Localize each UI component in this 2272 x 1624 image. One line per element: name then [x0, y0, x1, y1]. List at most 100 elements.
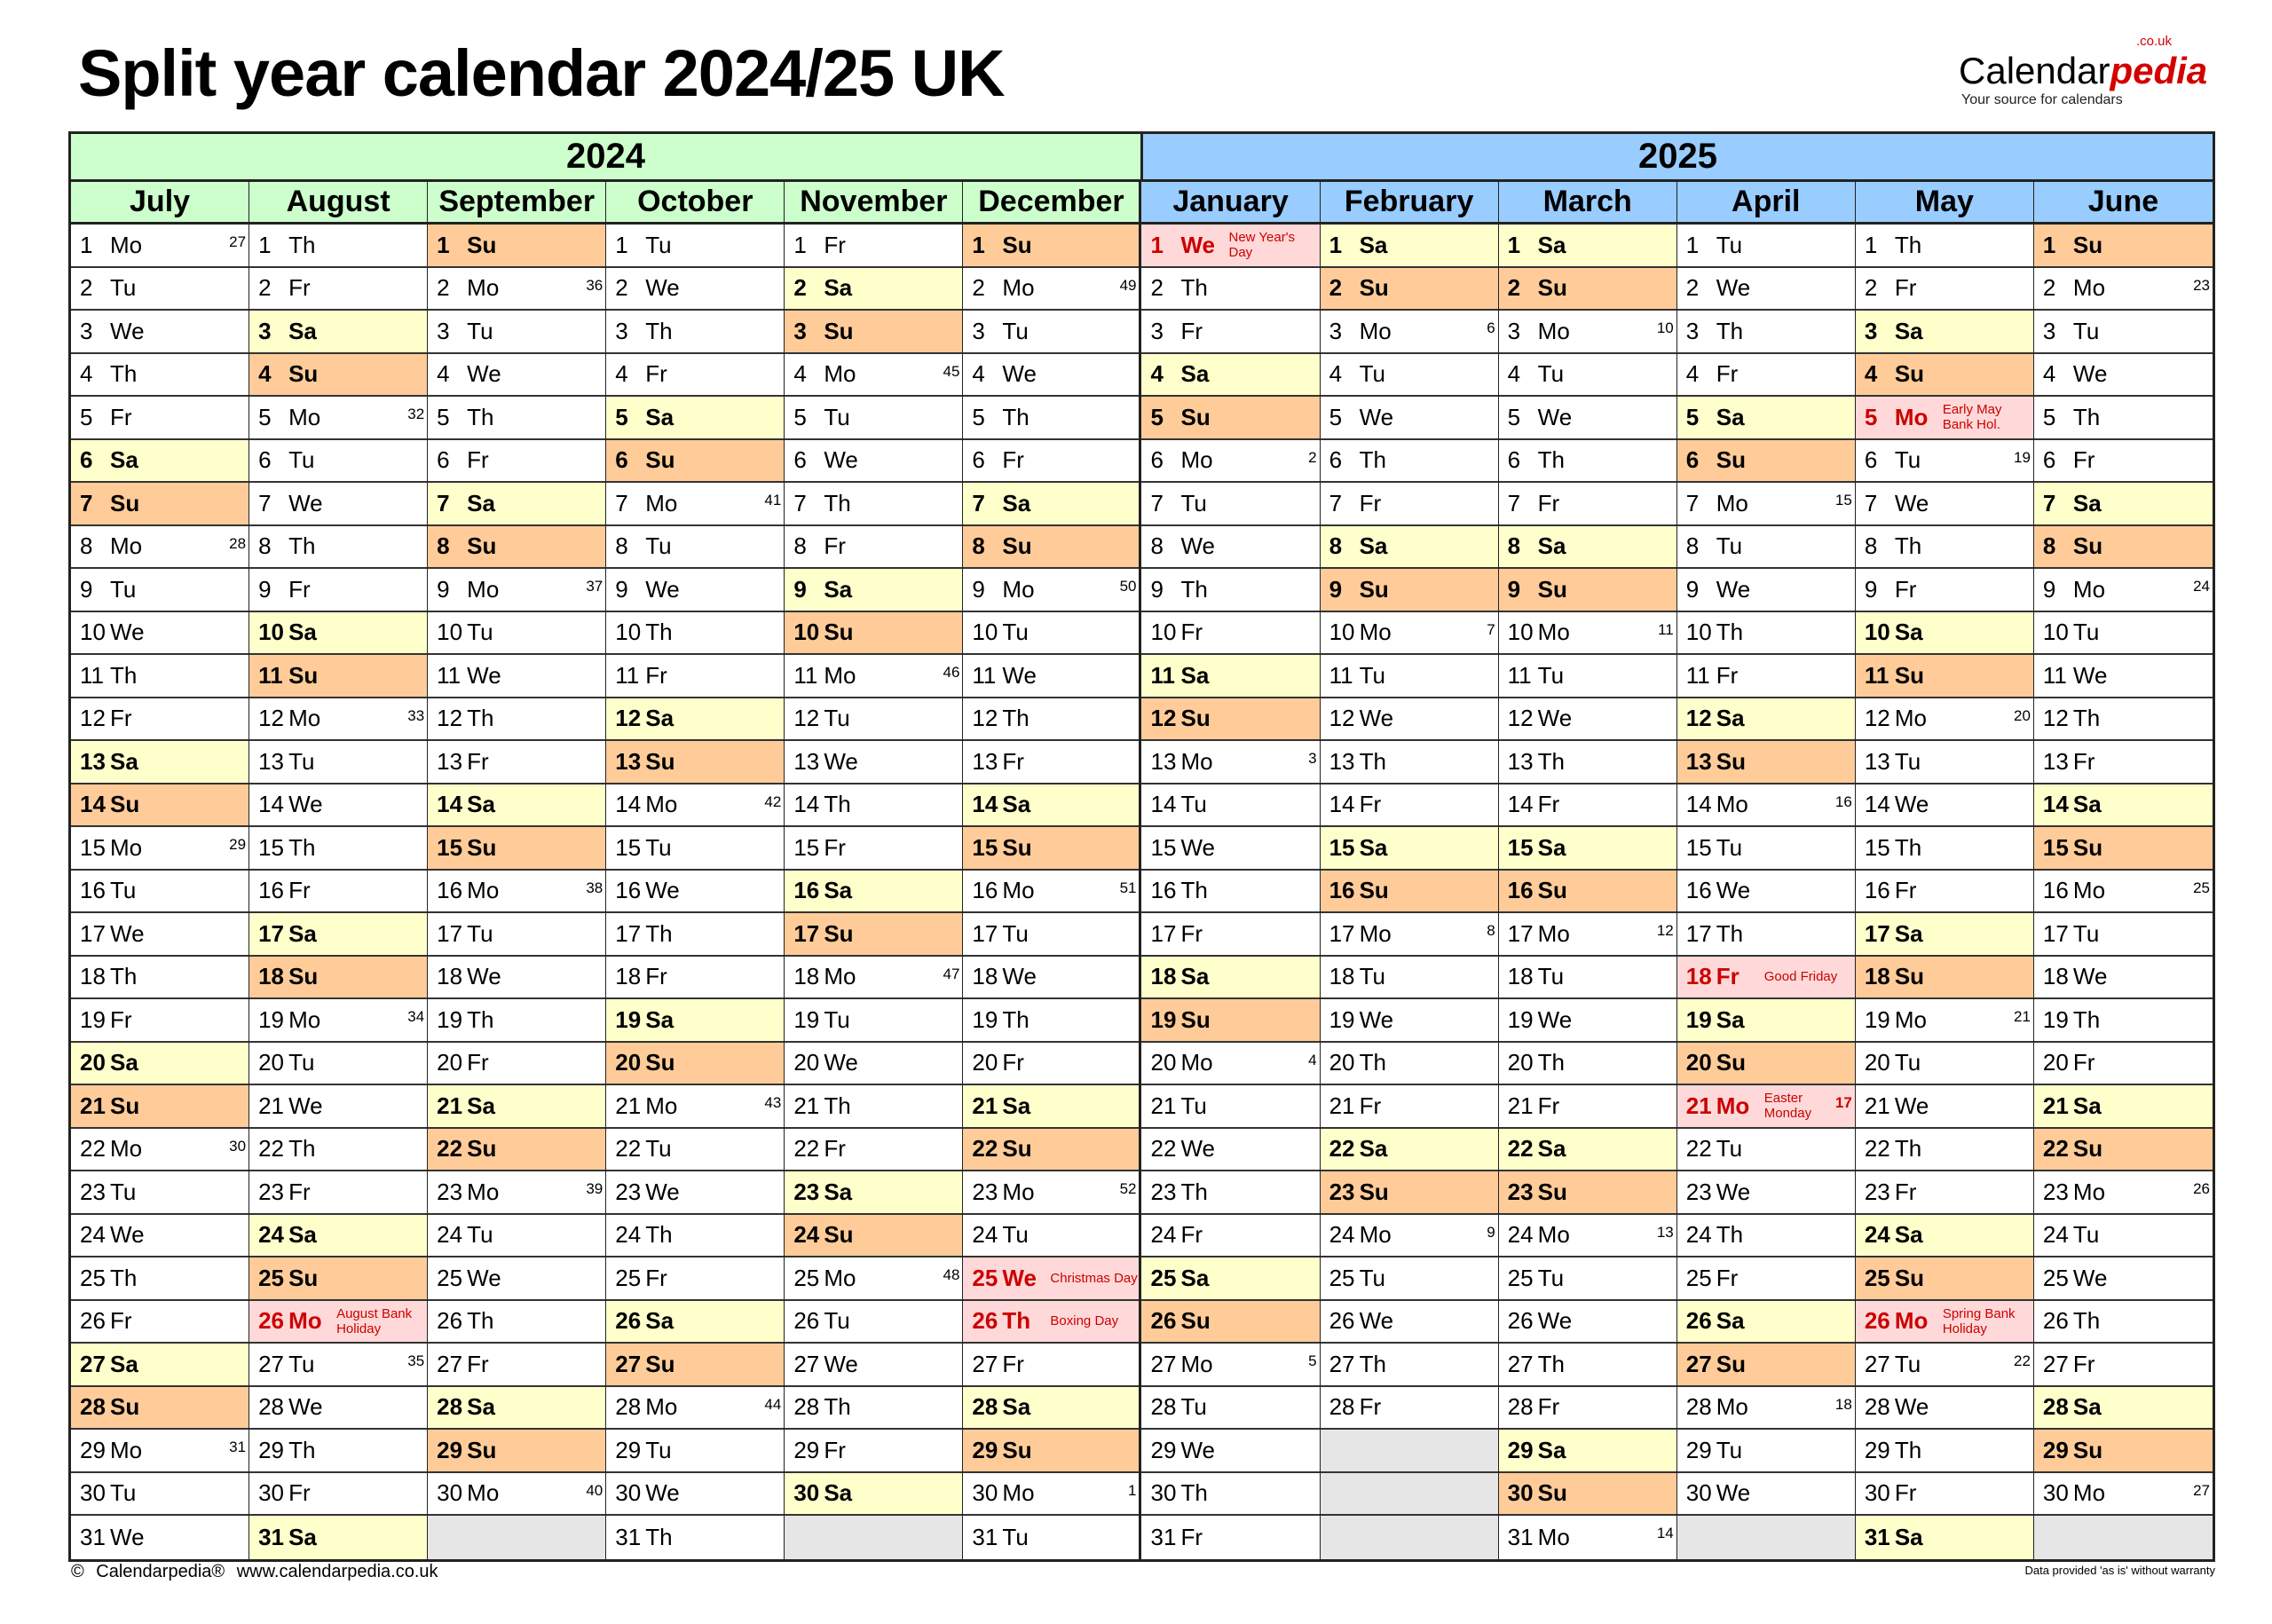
day-cell[interactable]: 7 Fr	[1320, 483, 1498, 526]
day-cell[interactable]: 4 Tu	[1498, 353, 1676, 397]
day-cell[interactable]: 10 Mo 7	[1320, 611, 1498, 655]
day-cell[interactable]: 1 Su	[2033, 225, 2213, 268]
day-cell[interactable]: 30 Mo 1	[963, 1472, 1140, 1516]
day-cell[interactable]: 11 We	[963, 655, 1140, 698]
day-cell[interactable]: 23 Su	[1498, 1171, 1676, 1215]
day-cell[interactable]: 25 We	[2033, 1257, 2213, 1301]
day-cell[interactable]: 14 Sa	[428, 784, 606, 827]
day-cell[interactable]: 23 Sa	[785, 1171, 963, 1215]
day-cell[interactable]: 15 Su	[2033, 827, 2213, 871]
day-cell[interactable]: 29 Tu	[606, 1430, 785, 1473]
day-cell[interactable]: 7 Mo 15	[1676, 483, 1855, 526]
day-cell[interactable]: 21 Tu	[1141, 1085, 1320, 1129]
day-cell[interactable]: 13 Fr	[963, 741, 1140, 784]
day-cell[interactable]: 30 Sa	[785, 1472, 963, 1516]
day-cell[interactable]: 31 Tu	[963, 1516, 1140, 1559]
day-cell[interactable]: 20 Su	[606, 1042, 785, 1085]
holiday-cell[interactable]: 26 Mo August Bank Holiday	[249, 1300, 428, 1344]
day-cell[interactable]: 30 Fr	[1855, 1472, 2033, 1516]
day-cell[interactable]: 8 Tu	[1676, 525, 1855, 569]
day-cell[interactable]: 3 Mo 6	[1320, 311, 1498, 354]
holiday-cell[interactable]: 18 Fr Good Friday	[1676, 956, 1855, 999]
day-cell[interactable]: 9 Su	[1498, 569, 1676, 612]
day-cell[interactable]: 13 Fr	[428, 741, 606, 784]
day-cell[interactable]: 10 Mo 11	[1498, 611, 1676, 655]
day-cell[interactable]: 4 Th	[71, 353, 249, 397]
day-cell[interactable]: 3 Mo 10	[1498, 311, 1676, 354]
day-cell[interactable]: 8 Sa	[1498, 525, 1676, 569]
day-cell[interactable]: 28 Sa	[428, 1386, 606, 1430]
day-cell[interactable]: 15 Tu	[1676, 827, 1855, 871]
day-cell[interactable]: 23 Mo 52	[963, 1171, 1140, 1215]
day-cell[interactable]: 14 Su	[71, 784, 249, 827]
day-cell[interactable]: 14 Sa	[963, 784, 1140, 827]
day-cell[interactable]: 27 Tu 22	[1855, 1344, 2033, 1387]
day-cell[interactable]: 7 Tu	[1141, 483, 1320, 526]
day-cell[interactable]: 17 Tu	[963, 913, 1140, 957]
day-cell[interactable]: 16 Mo 51	[963, 870, 1140, 913]
day-cell[interactable]: 20 Tu	[1855, 1042, 2033, 1085]
day-cell[interactable]: 28 We	[1855, 1386, 2033, 1430]
day-cell[interactable]: 10 Su	[785, 611, 963, 655]
day-cell[interactable]: 30 Tu	[71, 1472, 249, 1516]
day-cell[interactable]: 30 Th	[1141, 1472, 1320, 1516]
footer-url-link[interactable]: www.calendarpedia.co.uk	[236, 1562, 438, 1581]
day-cell[interactable]: 20 Su	[1676, 1042, 1855, 1085]
day-cell[interactable]: 11 Tu	[1498, 655, 1676, 698]
day-cell[interactable]: 25 We	[428, 1257, 606, 1301]
day-cell[interactable]: 28 Su	[71, 1386, 249, 1430]
day-cell[interactable]: 12 Sa	[1676, 698, 1855, 741]
day-cell[interactable]: 29 Su	[963, 1430, 1140, 1473]
day-cell[interactable]: 7 Su	[71, 483, 249, 526]
day-cell[interactable]: 2 Tu	[71, 267, 249, 311]
day-cell[interactable]: 22 Tu	[606, 1128, 785, 1171]
day-cell[interactable]: 17 Th	[606, 913, 785, 957]
day-cell[interactable]: 15 We	[1141, 827, 1320, 871]
day-cell[interactable]: 5 Th	[2033, 397, 2213, 440]
day-cell[interactable]: 17 Tu	[2033, 913, 2213, 957]
day-cell[interactable]: 13 Su	[606, 741, 785, 784]
day-cell[interactable]: 4 We	[963, 353, 1140, 397]
day-cell[interactable]: 21 We	[249, 1085, 428, 1129]
day-cell[interactable]: 26 We	[1498, 1300, 1676, 1344]
day-cell[interactable]: 25 Tu	[1498, 1257, 1676, 1301]
day-cell[interactable]: 1 Su	[963, 225, 1140, 268]
day-cell[interactable]: 31 Sa	[1855, 1516, 2033, 1559]
day-cell[interactable]: 24 Mo 9	[1320, 1214, 1498, 1257]
day-cell[interactable]: 11 Tu	[1320, 655, 1498, 698]
day-cell[interactable]: 4 We	[428, 353, 606, 397]
day-cell[interactable]: 25 Sa	[1141, 1257, 1320, 1301]
day-cell[interactable]: 12 We	[1498, 698, 1676, 741]
day-cell[interactable]: 7 We	[1855, 483, 2033, 526]
day-cell[interactable]: 4 Mo 45	[785, 353, 963, 397]
day-cell[interactable]: 9 Mo 37	[428, 569, 606, 612]
day-cell[interactable]: 23 We	[1676, 1171, 1855, 1215]
day-cell[interactable]: 27 Sa	[71, 1344, 249, 1387]
day-cell[interactable]: 3 We	[71, 311, 249, 354]
day-cell[interactable]: 24 Sa	[249, 1214, 428, 1257]
day-cell[interactable]: 4 Fr	[1676, 353, 1855, 397]
day-cell[interactable]: 29 Tu	[1676, 1430, 1855, 1473]
day-cell[interactable]: 12 Fr	[71, 698, 249, 741]
day-cell[interactable]: 29 Th	[1855, 1430, 2033, 1473]
day-cell[interactable]: 19 Tu	[785, 999, 963, 1043]
day-cell[interactable]: 22 Th	[1855, 1128, 2033, 1171]
day-cell[interactable]: 21 Mo 43	[606, 1085, 785, 1129]
day-cell[interactable]: 20 Fr	[963, 1042, 1140, 1085]
day-cell[interactable]: 22 We	[1141, 1128, 1320, 1171]
day-cell[interactable]: 20 Sa	[71, 1042, 249, 1085]
day-cell[interactable]: 24 Su	[785, 1214, 963, 1257]
holiday-cell[interactable]: 26 Th Boxing Day	[963, 1300, 1140, 1344]
holiday-cell[interactable]: 5 Mo Early May Bank Hol.	[1855, 397, 2033, 440]
day-cell[interactable]: 9 Tu	[71, 569, 249, 612]
day-cell[interactable]: 23 Tu	[71, 1171, 249, 1215]
day-cell[interactable]: 12 Th	[963, 698, 1140, 741]
day-cell[interactable]: 2 Mo 36	[428, 267, 606, 311]
day-cell[interactable]: 4 Fr	[606, 353, 785, 397]
day-cell[interactable]: 9 Th	[1141, 569, 1320, 612]
day-cell[interactable]: 27 Su	[606, 1344, 785, 1387]
day-cell[interactable]: 18 Th	[71, 956, 249, 999]
day-cell[interactable]: 26 Sa	[1676, 1300, 1855, 1344]
day-cell[interactable]: 1 Tu	[606, 225, 785, 268]
day-cell[interactable]: 6 Fr	[963, 439, 1140, 483]
